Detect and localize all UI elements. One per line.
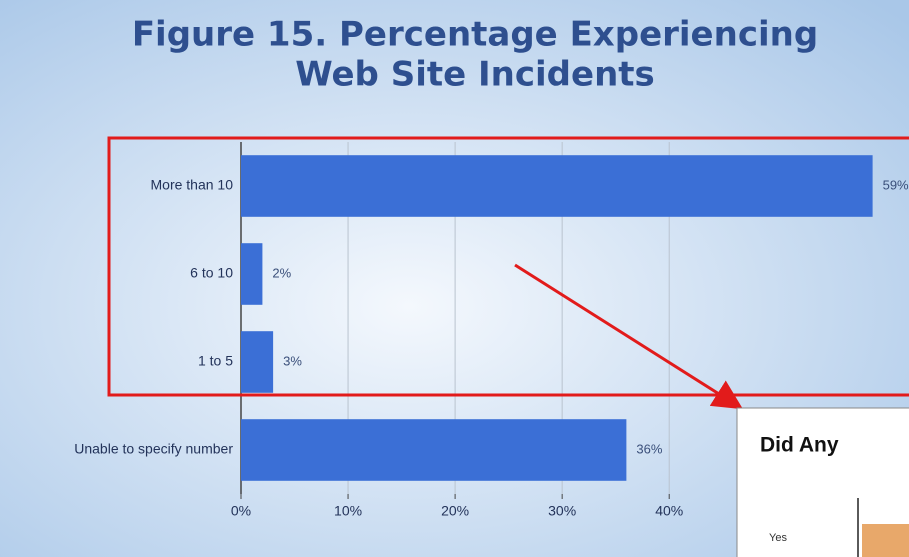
value-label: 59% [883,177,909,192]
y-tick-label: More than 10 [151,177,234,193]
y-tick-label: Unable to specify number [74,441,233,457]
x-tick-label: 30% [548,503,576,519]
y-tick-label: 1 to 5 [198,353,233,369]
chart: Figure 15. Percentage Experiencing Web S… [0,0,909,557]
value-label: 3% [283,353,302,368]
value-label: 2% [272,265,291,280]
y-tick-label: 6 to 10 [190,265,233,281]
x-tick-label: 0% [231,503,251,519]
x-tick-label: 20% [441,503,469,519]
x-tick-label: 40% [655,503,683,519]
value-label: 36% [636,441,662,456]
chart-title: Figure 15. Percentage Experiencing [132,15,818,55]
bar [241,419,626,481]
bar [241,243,262,305]
x-tick-label: 10% [334,503,362,519]
inset: Did Any Yes [737,408,909,557]
inset-category: Yes [769,532,787,544]
inset-bar [862,524,909,557]
bar [241,331,273,393]
bar [241,155,873,217]
chart-title: Web Site Incidents [295,55,655,95]
inset-title: Did Any [760,434,839,457]
